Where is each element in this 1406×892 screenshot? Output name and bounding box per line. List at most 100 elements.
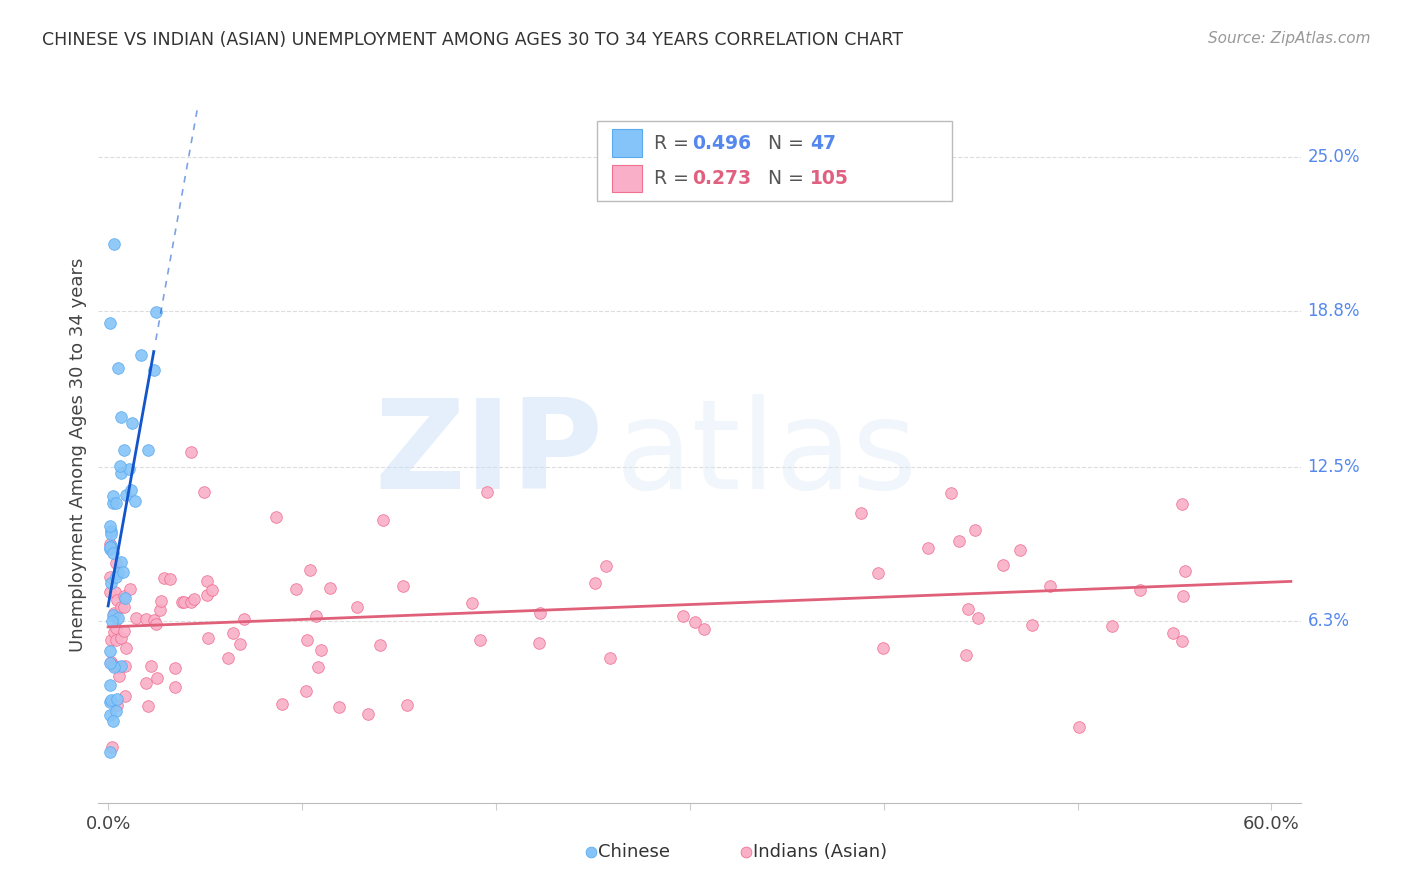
Point [328, 699, 350, 714]
Point [101, 658, 124, 673]
Text: CHINESE VS INDIAN (ASIAN) UNEMPLOYMENT AMONG AGES 30 TO 34 YEARS CORRELATION CHA: CHINESE VS INDIAN (ASIAN) UNEMPLOYMENT A… [42, 31, 903, 49]
Point [583, 575, 606, 590]
Point [477, 485, 499, 500]
Point [107, 566, 129, 580]
Point [98, 541, 121, 555]
Point [98, 656, 121, 670]
Point [121, 416, 143, 430]
Point [112, 443, 135, 458]
Point [991, 558, 1014, 573]
Point [114, 591, 136, 606]
Point [849, 506, 872, 520]
Point [98, 644, 121, 658]
Point [159, 572, 181, 586]
Point [956, 601, 979, 615]
Point [100, 632, 122, 647]
Point [195, 588, 218, 602]
Point [100, 692, 122, 706]
Point [105, 698, 128, 712]
Point [529, 606, 551, 620]
Text: 47: 47 [810, 134, 837, 153]
Text: Source: ZipAtlas.com: Source: ZipAtlas.com [1208, 31, 1371, 46]
Point [233, 611, 256, 625]
Point [146, 671, 169, 685]
Point [118, 582, 141, 597]
Point [217, 650, 239, 665]
Point [228, 637, 250, 651]
Point [319, 581, 342, 595]
Point [180, 595, 202, 609]
Point [100, 576, 122, 591]
Point [105, 593, 128, 607]
Point [309, 643, 332, 657]
Bar [612, 165, 641, 193]
Point [120, 483, 142, 498]
Point [115, 488, 138, 502]
Point [1039, 579, 1062, 593]
Point [963, 523, 986, 537]
Point [197, 631, 219, 645]
Point [346, 600, 368, 615]
Text: N =: N = [768, 169, 810, 188]
Point [111, 565, 134, 579]
Point [470, 633, 492, 648]
Text: Chinese: Chinese [599, 843, 671, 861]
Point [143, 613, 166, 627]
Point [392, 579, 415, 593]
Point [395, 698, 418, 712]
Text: 25.0%: 25.0% [1308, 148, 1360, 166]
Point [107, 361, 129, 376]
Point [98, 585, 121, 599]
Point [152, 571, 174, 585]
Point [104, 584, 127, 599]
Text: ZIP: ZIP [374, 394, 603, 516]
Point [1171, 633, 1194, 648]
Point [110, 459, 132, 474]
Point [98, 542, 121, 557]
Point [103, 546, 125, 560]
Text: 18.8%: 18.8% [1308, 301, 1360, 320]
Point [529, 636, 551, 650]
Point [595, 558, 617, 573]
Point [295, 633, 318, 648]
Point [461, 596, 484, 610]
Point [735, 845, 758, 859]
Point [103, 625, 125, 640]
Point [105, 633, 128, 648]
Point [98, 707, 121, 722]
Point [222, 626, 245, 640]
Point [966, 611, 988, 625]
Point [107, 669, 129, 683]
Point [103, 660, 125, 674]
Point [110, 555, 132, 569]
Point [1161, 625, 1184, 640]
Point [110, 659, 132, 673]
Point [107, 611, 129, 625]
Point [295, 684, 318, 698]
Point [872, 640, 894, 655]
Point [149, 603, 172, 617]
Point [105, 692, 128, 706]
Point [114, 689, 136, 703]
Point [104, 621, 127, 635]
Point [104, 570, 127, 584]
Point [100, 524, 122, 538]
Point [173, 595, 195, 609]
Point [100, 695, 122, 709]
Point [941, 486, 963, 500]
Point [1069, 719, 1091, 733]
Point [98, 537, 121, 551]
Point [105, 496, 128, 510]
Point [955, 648, 977, 662]
Point [110, 466, 132, 480]
Text: 105: 105 [810, 169, 849, 188]
Point [692, 622, 714, 636]
Point [195, 574, 218, 589]
Point [165, 660, 187, 674]
Point [110, 599, 132, 614]
Point [1174, 564, 1197, 578]
Point [599, 651, 621, 665]
Text: N =: N = [768, 134, 810, 153]
Point [103, 607, 125, 621]
Point [103, 236, 125, 251]
